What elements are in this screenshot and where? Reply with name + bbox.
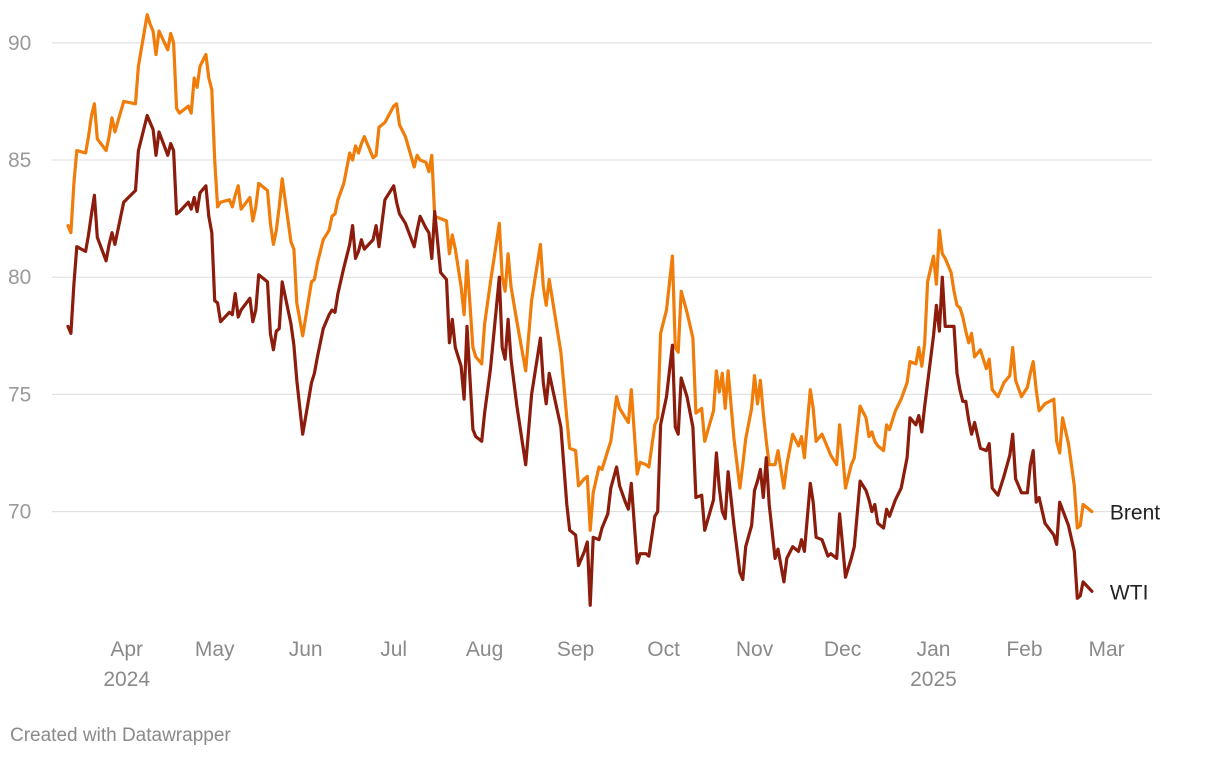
gridlines [52, 42, 1152, 513]
x-tick-label-dec: Dec [824, 638, 861, 661]
series-line-wti [66, 113, 1094, 607]
y-axis: 70 75 80 85 90 [8, 32, 31, 524]
y-tick-label-90: 90 [8, 32, 31, 55]
series-label-wti: WTI [1110, 581, 1148, 604]
series-lines [66, 13, 1094, 607]
series-label-brent: Brent [1110, 502, 1160, 525]
x-tick-year-2024: 2024 [103, 668, 150, 691]
x-tick-label-aug: Aug [466, 638, 503, 661]
x-tick-label-jan: Jan [917, 638, 951, 661]
x-tick-label-may: May [195, 638, 235, 661]
x-tick-label-jun: Jun [289, 638, 323, 661]
x-tick-label-apr: Apr [110, 638, 143, 661]
x-tick-label-sep: Sep [557, 638, 594, 661]
y-tick-label-75: 75 [8, 383, 31, 406]
x-tick-label-feb: Feb [1006, 638, 1042, 661]
series-line-brent [66, 13, 1094, 532]
x-tick-year-2025: 2025 [910, 668, 957, 691]
y-tick-label-70: 70 [8, 501, 31, 524]
x-tick-label-jul: Jul [380, 638, 407, 661]
series-labels: Brent WTI [1110, 502, 1160, 605]
source-note: Created with Datawrapper [10, 725, 231, 746]
y-tick-label-85: 85 [8, 149, 31, 172]
x-tick-label-mar: Mar [1089, 638, 1125, 661]
x-tick-label-oct: Oct [647, 638, 680, 661]
x-axis: Apr 2024 May Jun Jul Aug Sep Oct Nov Dec Jan 2025 Fe… [103, 638, 1124, 691]
y-tick-label-80: 80 [8, 266, 31, 289]
x-tick-label-nov: Nov [736, 638, 774, 661]
